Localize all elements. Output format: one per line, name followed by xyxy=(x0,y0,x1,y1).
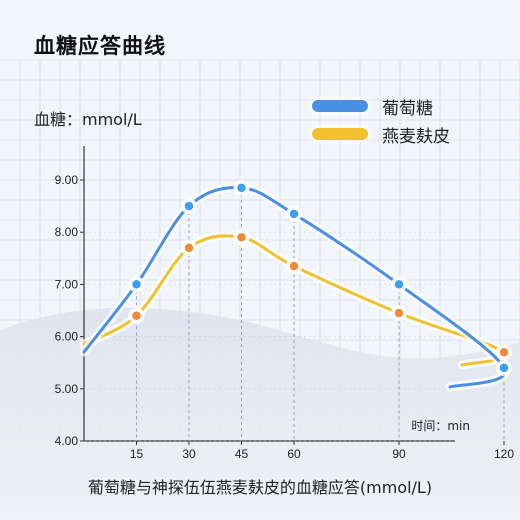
data-point-glucose xyxy=(288,208,300,220)
page-title: 血糖应答曲线 xyxy=(34,34,166,58)
legend-label-oat: 燕麦麸皮 xyxy=(382,126,450,147)
data-point-oat xyxy=(498,346,510,359)
series-line-glow xyxy=(79,231,511,370)
y-tick-label: 9.00 xyxy=(55,173,79,187)
x-axis-label: 时间：min xyxy=(411,419,470,433)
y-axis-label: 血糖：mmol/L xyxy=(34,110,142,129)
data-point-oat xyxy=(183,242,195,254)
legend-item-oat: 燕麦麸皮 xyxy=(312,120,450,148)
data-point-oat xyxy=(393,307,405,319)
x-tick-label: 15 xyxy=(130,447,144,461)
x-tick-label: 90 xyxy=(392,447,406,461)
legend-label-glucose: 葡萄糖 xyxy=(382,98,433,119)
y-tick-label: 5.00 xyxy=(55,382,79,396)
legend-item-glucose: 葡萄糖 xyxy=(312,92,450,120)
legend: 葡萄糖 燕麦麸皮 xyxy=(312,92,450,148)
y-tick-label: 4.00 xyxy=(55,434,79,448)
y-tick-label: 6.00 xyxy=(55,330,79,344)
x-tick-label: 120 xyxy=(494,447,514,461)
data-point-glucose xyxy=(130,278,143,291)
x-tick-label: 30 xyxy=(182,447,196,461)
data-point-oat xyxy=(130,309,143,322)
data-point-glucose xyxy=(393,278,405,291)
legend-swatch-oat xyxy=(312,128,368,140)
data-point-oat xyxy=(235,231,248,244)
data-point-oat xyxy=(288,260,300,272)
data-point-glucose xyxy=(183,200,195,212)
data-point-glucose xyxy=(235,182,248,194)
chart-caption: 葡萄糖与神探伍伍燕麦麸皮的血糖应答(mmol/L) xyxy=(87,478,433,497)
background-wave xyxy=(0,307,520,520)
data-point-glucose xyxy=(498,362,510,374)
legend-swatch-glucose xyxy=(312,100,368,112)
y-tick-label: 7.00 xyxy=(55,277,79,291)
y-tick-label: 8.00 xyxy=(55,225,79,239)
x-tick-label: 45 xyxy=(235,447,249,461)
x-tick-label: 60 xyxy=(287,447,301,461)
